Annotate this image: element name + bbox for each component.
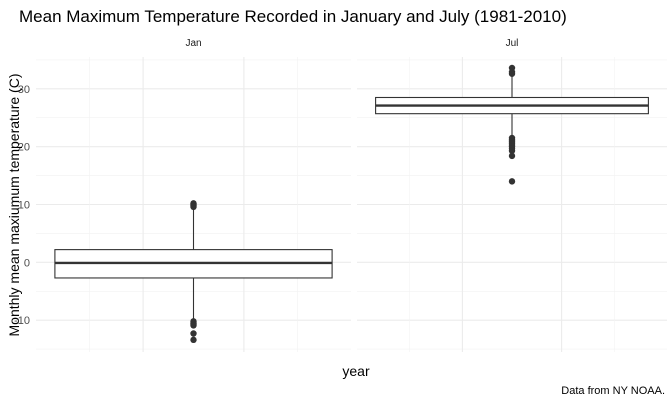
outlier-point: [508, 70, 516, 77]
outlier-point: [508, 147, 516, 154]
y-tick-label: 20: [18, 142, 30, 154]
outlier-point: [508, 152, 516, 160]
x-axis-label: year: [342, 363, 370, 379]
outlier-point: [190, 322, 197, 329]
outlier-point: [508, 178, 516, 185]
y-tick-label: 10: [18, 200, 30, 212]
y-tick-label: 30: [18, 84, 30, 96]
chart-caption: Data from NY NOAA.: [561, 385, 665, 397]
y-tick-label: 0: [24, 257, 30, 269]
facet-panel-jul: Jul: [357, 38, 667, 352]
outlier-point: [190, 330, 197, 337]
y-axis-label: Monthly mean maxiumum temperature (C): [6, 74, 22, 337]
facet-label: Jul: [506, 38, 519, 49]
facet-label: Jan: [185, 38, 201, 49]
outlier-point: [190, 336, 197, 344]
outlier-point: [190, 203, 197, 211]
chart-title: Mean Maximum Temperature Recorded in Jan…: [19, 7, 567, 26]
facet-panel-jan: Jan: [36, 38, 351, 352]
y-tick-label: -10: [14, 315, 30, 327]
